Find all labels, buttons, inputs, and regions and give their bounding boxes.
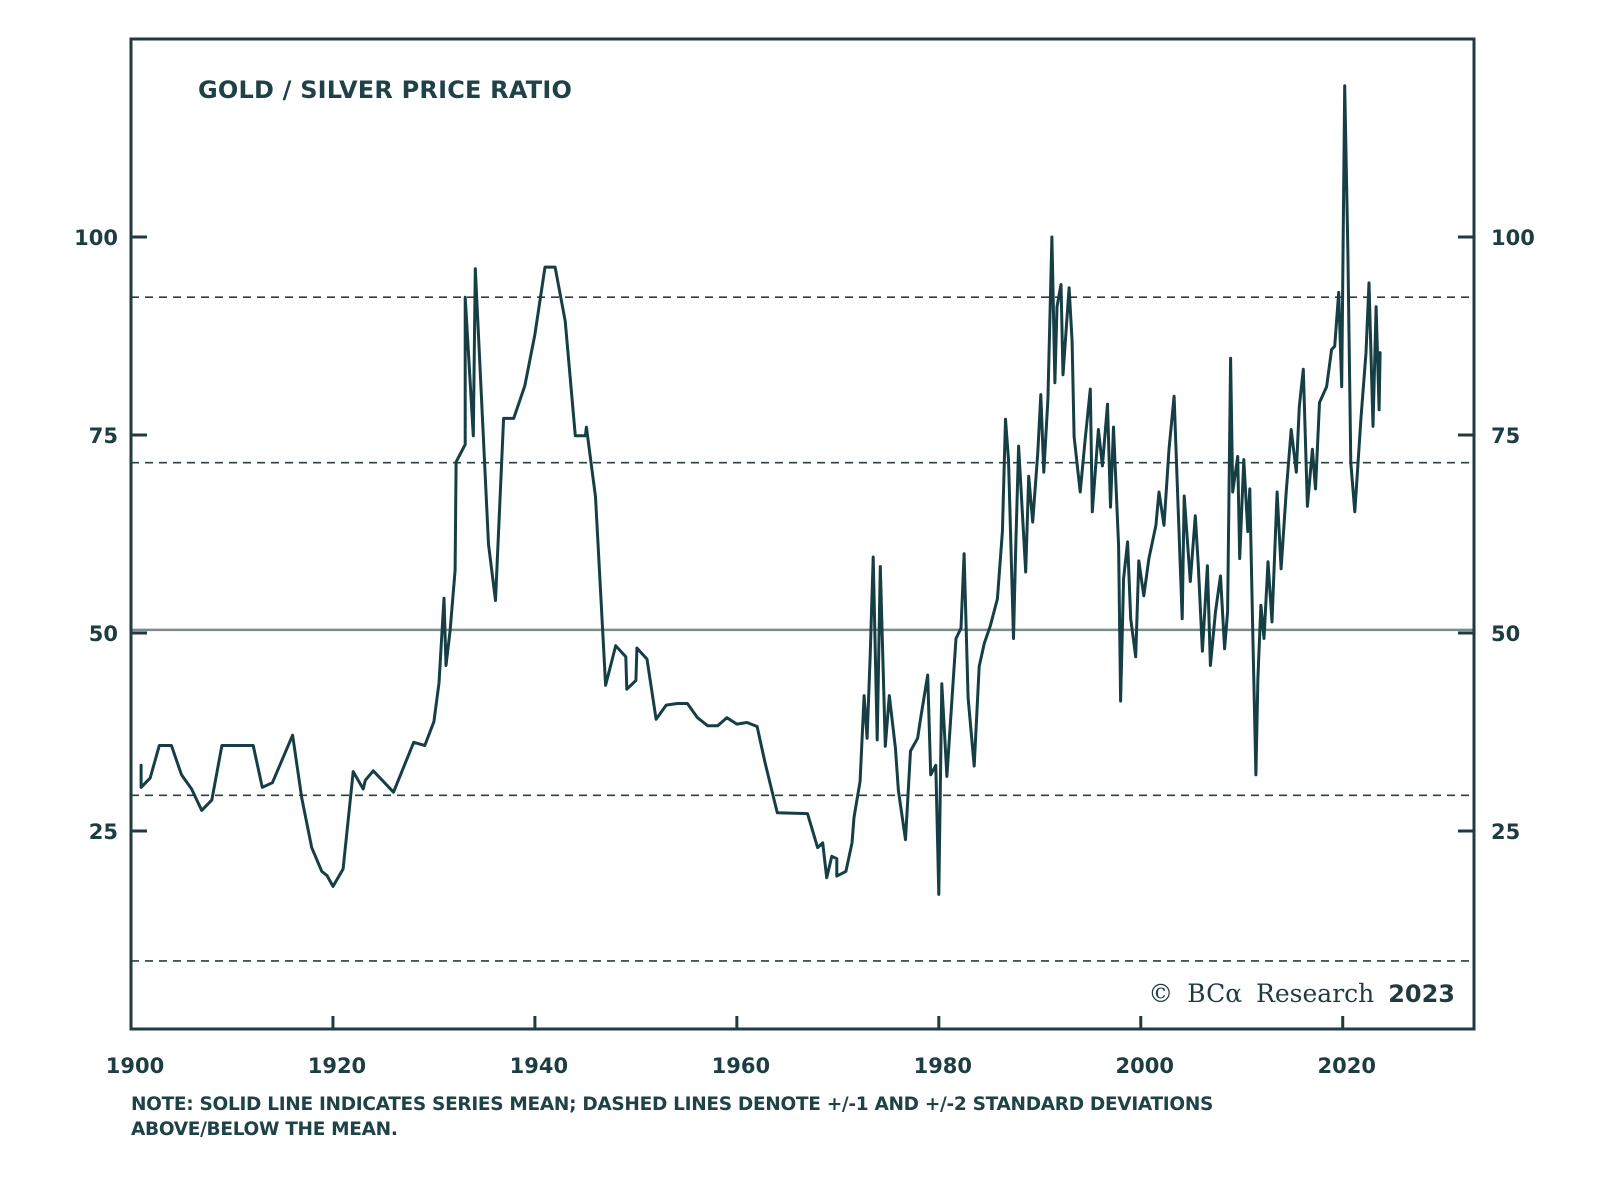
copyright-notice: © BCα Research 2023 [1148,979,1455,1008]
chart-footnote: NOTE: SOLID LINE INDICATES SERIES MEAN; … [131,1092,1531,1142]
y-tick-label-left: 100 [74,226,118,250]
y-tick-label-right: 75 [1491,424,1520,448]
x-tick-label: 2020 [1318,1054,1376,1078]
y-tick-label-right: 25 [1491,820,1520,844]
y-tick-label-left: 75 [89,424,118,448]
x-tick-label: 1980 [914,1054,972,1078]
y-tick-label-right: 50 [1491,622,1520,646]
plot-frame [129,37,1476,1031]
chart-title: GOLD / SILVER PRICE RATIO [198,76,572,104]
footnote-line-1: NOTE: SOLID LINE INDICATES SERIES MEAN; … [131,1094,1214,1115]
copyright-symbol: © [1148,979,1173,1008]
y-tick-label-right: 100 [1491,226,1535,250]
copyright-year: 2023 [1388,980,1455,1008]
series-group [139,84,1382,896]
x-tick-label: 2000 [1116,1054,1174,1078]
copyright-brand: BCα [1187,979,1242,1008]
reference-lines [131,296,1474,962]
x-tick-label: 1920 [308,1054,366,1078]
x-tick-label: 1940 [510,1054,568,1078]
copyright-word: Research [1256,979,1374,1008]
x-tick-label: 1960 [712,1054,770,1078]
x-tick-label: 1900 [106,1054,164,1078]
y-tick-label-left: 50 [89,622,118,646]
axis-ticks: 1900 1920 1940 1960 1980 2000 2020 25 25 50 50 75 75… [74,226,1535,1078]
gold-silver-ratio-line [139,84,1382,896]
y-tick-label-left: 25 [89,820,118,844]
footnote-line-2: ABOVE/BELOW THE MEAN. [131,1119,398,1140]
